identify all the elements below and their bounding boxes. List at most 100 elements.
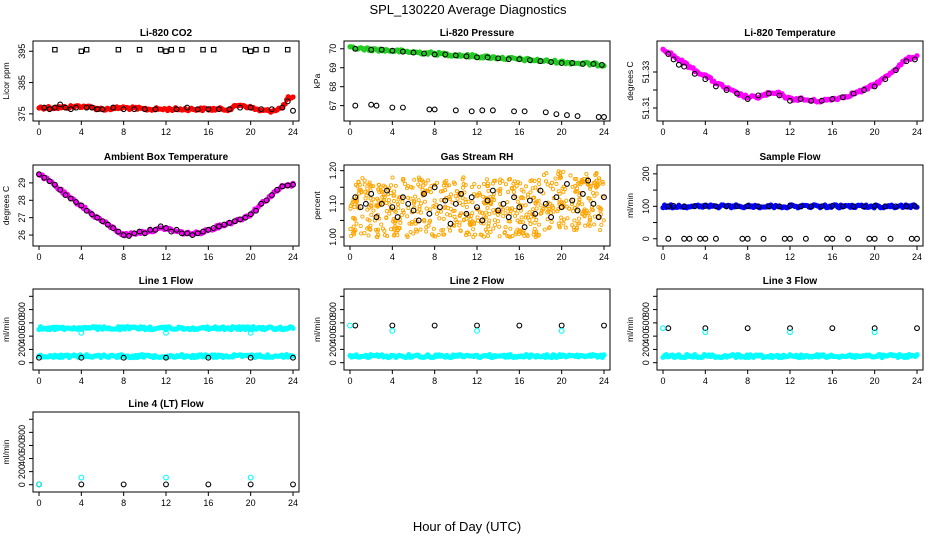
data-point	[551, 209, 556, 214]
data-point	[601, 352, 607, 358]
data-point	[435, 211, 440, 216]
data-point	[525, 192, 531, 197]
data-point	[406, 206, 411, 211]
data-point	[591, 180, 596, 186]
x-tick-label: 8	[432, 252, 437, 262]
data-point	[424, 206, 429, 211]
data-point	[670, 56, 677, 63]
data-point	[871, 83, 878, 90]
data-point	[418, 201, 423, 206]
data-point	[787, 203, 793, 209]
data-point	[595, 183, 600, 188]
data-point	[460, 202, 465, 207]
y-tick-label: 26	[17, 230, 27, 240]
data-point	[399, 194, 406, 201]
data-point	[463, 182, 468, 188]
data-point	[435, 180, 440, 185]
data-point	[395, 233, 400, 238]
data-point	[279, 104, 286, 111]
data-point	[542, 227, 547, 232]
series-line-2-average-	[352, 322, 607, 329]
plot-area	[660, 46, 920, 105]
data-point	[443, 204, 448, 209]
data-point	[515, 199, 520, 204]
data-point	[379, 222, 384, 227]
data-point	[787, 235, 793, 242]
data-point	[157, 46, 164, 53]
data-point	[457, 220, 462, 225]
data-point	[385, 233, 390, 239]
data-point	[712, 203, 719, 210]
data-point	[557, 176, 562, 181]
data-point	[46, 178, 53, 185]
data-point	[352, 194, 359, 201]
x-tick-label: 12	[472, 252, 482, 262]
data-point	[518, 206, 523, 211]
y-tick-label: 200	[641, 166, 651, 181]
data-point	[472, 181, 477, 186]
y-tick-label: 1.10	[328, 195, 338, 213]
series-line-2-cyan-	[347, 351, 607, 361]
data-point	[514, 183, 519, 189]
data-point	[518, 220, 523, 225]
y-tick-label: 0	[17, 360, 27, 365]
data-point	[564, 198, 569, 203]
series-calibration	[352, 101, 607, 120]
data-point	[533, 200, 538, 205]
x-tick-label: 4	[79, 252, 84, 262]
data-point	[412, 199, 417, 204]
y-tick-label: 70	[328, 44, 338, 54]
data-point	[448, 207, 453, 212]
data-point	[205, 226, 212, 233]
data-point	[374, 202, 380, 207]
x-tick-label: 16	[514, 127, 524, 137]
x-tick-label: 4	[79, 498, 84, 508]
data-point	[247, 211, 254, 218]
data-point	[586, 196, 591, 201]
x-tick-label: 20	[557, 376, 567, 386]
data-point	[348, 227, 353, 232]
data-point	[469, 185, 475, 190]
data-point	[41, 174, 48, 181]
series-pressure-average-	[352, 45, 605, 68]
data-point	[452, 52, 459, 59]
data-point	[553, 176, 558, 181]
plot-area	[36, 46, 296, 115]
data-point	[447, 195, 452, 200]
data-point	[523, 203, 528, 208]
data-point	[368, 46, 375, 53]
panel-frame	[32, 164, 300, 247]
data-point	[510, 234, 515, 239]
data-point	[347, 322, 353, 329]
data-point	[417, 207, 422, 212]
data-point	[558, 171, 563, 176]
data-point	[279, 183, 286, 190]
data-point	[476, 184, 482, 189]
data-point	[433, 234, 438, 239]
data-point	[141, 230, 148, 237]
y-tick-label: 385	[17, 75, 27, 90]
x-tick-label: 24	[912, 376, 922, 386]
series-calibration	[78, 329, 254, 336]
data-point	[36, 481, 42, 488]
x-tick-label: 12	[785, 252, 795, 262]
data-point	[574, 207, 581, 214]
data-point	[57, 186, 64, 193]
data-point	[558, 327, 565, 334]
data-point	[506, 189, 511, 194]
y-axis-label: ml/min	[1, 317, 11, 342]
data-point	[485, 181, 490, 186]
data-point	[418, 227, 423, 232]
data-point	[861, 203, 868, 210]
data-point	[474, 322, 480, 329]
data-point	[388, 183, 394, 188]
data-point	[557, 200, 562, 205]
data-point	[442, 51, 449, 58]
data-point	[514, 211, 519, 216]
data-point	[588, 217, 593, 222]
data-point	[409, 210, 414, 215]
data-point	[691, 70, 698, 77]
data-point	[263, 46, 270, 53]
data-point	[351, 224, 356, 229]
x-tick-label: 24	[912, 127, 922, 137]
